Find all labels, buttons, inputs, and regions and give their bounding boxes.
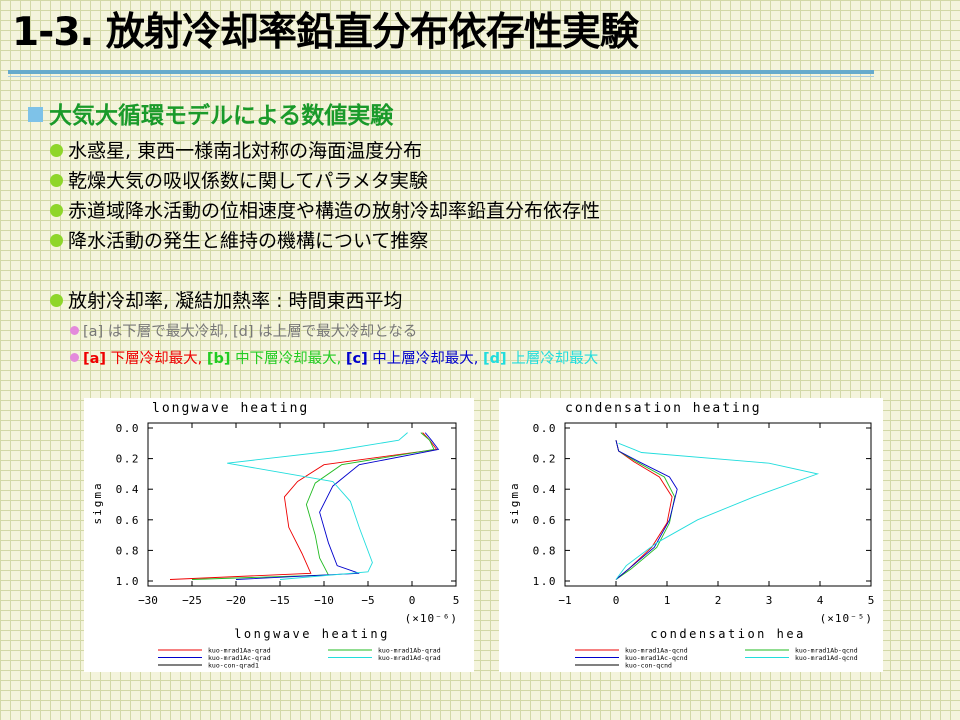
- series-line-kuo-mrad1Ab-qrad: [191, 432, 435, 580]
- slide-title: 1-3. 放射冷却率鉛直分布依存性実験: [12, 10, 639, 55]
- series-line-kuo-mrad1Aa-qrad: [169, 432, 438, 580]
- bullet-text: 赤道域降水活動の位相速度や構造の放射冷却率鉛直分布依存性: [68, 200, 601, 222]
- pink-dot-icon: [70, 326, 79, 335]
- chart-title: longwave heating: [152, 401, 309, 416]
- colored-legend-text: [a] 下層冷却最大, [b] 中下層冷却最大, [c] 中上層冷却最大, [d…: [83, 351, 598, 367]
- y-tick-label: 1.0: [533, 575, 557, 588]
- condensation-chart-panel: condensation heating 0.0 0.2 0.4 0.6 0.8 1.0 −1…: [499, 398, 883, 672]
- green-dot-icon: [50, 234, 63, 247]
- x-axis-label: longwave heating: [234, 627, 390, 641]
- x-tick-label: −30: [138, 594, 158, 607]
- legend-label: kuo-con-qrad1: [208, 662, 259, 670]
- bullet-text: 降水活動の発生と維持の機構について推察: [68, 230, 429, 252]
- x-tick-label: −10: [314, 594, 334, 607]
- scale-note: (×10⁻⁶): [405, 612, 458, 625]
- x-tick-label: 4: [817, 594, 824, 607]
- plot-frame: [147, 422, 457, 587]
- legend-label: kuo-mrad1Ad-qcnd: [795, 654, 858, 662]
- green-dot-icon: [50, 174, 63, 187]
- bullet-item: 乾燥大気の吸収係数に関してパラメタ実験: [50, 166, 428, 193]
- series-line-kuo-mrad1Ac-qrad: [235, 432, 440, 580]
- bullet-text: 放射冷却率, 凝結加熱率 : 時間東西平均: [68, 290, 403, 312]
- x-tick-label: −15: [270, 594, 290, 607]
- chart-title: condensation heating: [565, 401, 762, 416]
- x-tick-label: 2: [715, 594, 722, 607]
- legend-label: kuo-mrad1Ab-qcnd: [795, 647, 858, 655]
- legend-label: kuo-mrad1Ac-qrad: [208, 654, 271, 662]
- x-axis-label: condensation hea: [650, 627, 806, 641]
- scale-note: (×10⁻⁵): [820, 612, 873, 625]
- legend-label: kuo-mrad1Ad-qrad: [378, 654, 441, 662]
- y-tick-label: 0.4: [116, 483, 140, 496]
- bullet-text: 水惑星, 東西一様南北対称の海面温度分布: [68, 140, 423, 162]
- green-dot-icon: [50, 204, 63, 217]
- legend-label: kuo-mrad1Aa-qcnd: [625, 647, 688, 655]
- plot-frame: [564, 422, 872, 587]
- x-tick-label: −5: [361, 594, 374, 607]
- sub-bullet-colored: [a] 下層冷却最大, [b] 中下層冷却最大, [c] 中上層冷却最大, [d…: [70, 347, 598, 368]
- series-line-kuo-mrad1Ac-qcnd: [615, 440, 678, 580]
- y-tick-label: 0.6: [533, 514, 557, 527]
- y-tick-label: 0.4: [533, 483, 557, 496]
- sub-bullet: [a] は下層で最大冷却, [d] は上層で最大冷却となる: [70, 320, 417, 341]
- y-axis-label: sigma: [91, 481, 104, 524]
- series-line-kuo-mrad1Ad-qcnd: [615, 442, 820, 580]
- case-label-1: [b]: [206, 351, 231, 367]
- x-tick-label: 1: [664, 594, 671, 607]
- case-label-3: [d]: [483, 351, 507, 367]
- x-tick-label: 5: [868, 594, 875, 607]
- case-desc-1: 中下層冷却最大,: [230, 351, 346, 367]
- bullet-item: 赤道域降水活動の位相速度や構造の放射冷却率鉛直分布依存性: [50, 196, 600, 223]
- title-underline: [8, 70, 874, 74]
- section-heading-text: 大気大循環モデルによる数値実験: [49, 103, 394, 129]
- y-tick-label: 0.8: [533, 544, 557, 557]
- case-desc-2: 中上層冷却最大,: [367, 351, 484, 367]
- bullet-item: 降水活動の発生と維持の機構について推察: [50, 226, 428, 253]
- series-line-kuo-mrad1Ad-qrad: [227, 432, 408, 580]
- y-tick-label: 1.0: [116, 575, 140, 588]
- x-tick-label: 5: [453, 594, 460, 607]
- bullet-item: 水惑星, 東西一様南北対称の海面温度分布: [50, 136, 422, 163]
- square-bullet-icon: [28, 107, 43, 122]
- legend-label: kuo-mrad1Ac-qcnd: [625, 654, 688, 662]
- bullet-item: 放射冷却率, 凝結加熱率 : 時間東西平均: [50, 286, 403, 313]
- green-dot-icon: [50, 294, 63, 307]
- y-tick-label: 0.6: [116, 514, 140, 527]
- y-tick-label: 0.2: [533, 453, 557, 466]
- y-tick-label: 0.0: [116, 422, 140, 435]
- section-heading: 大気大循環モデルによる数値実験: [28, 96, 393, 130]
- case-desc-0: 下層冷却最大,: [106, 351, 207, 367]
- longwave-chart-panel: longwave heating 0.0 0.2 0.4 0.6 0.8 1.0 −30 −25…: [84, 398, 474, 672]
- y-tick-label: 0.8: [116, 544, 140, 557]
- y-tick-label: 0.0: [533, 422, 557, 435]
- y-tick-label: 0.2: [116, 453, 140, 466]
- longwave-heating-chart: longwave heating 0.0 0.2 0.4 0.6 0.8 1.0 −30 −25…: [91, 401, 460, 670]
- x-tick-label: −25: [182, 594, 202, 607]
- condensation-heating-chart: condensation heating 0.0 0.2 0.4 0.6 0.8 1.0−1…: [508, 401, 875, 670]
- case-label-2: [c]: [345, 351, 368, 367]
- green-dot-icon: [50, 144, 63, 157]
- x-tick-label: −20: [226, 594, 246, 607]
- legend-label: kuo-mrad1Ab-qrad: [378, 647, 441, 655]
- x-tick-label: 0: [613, 594, 620, 607]
- x-tick-label: −1: [558, 594, 571, 607]
- title-underline-thin: [8, 76, 874, 77]
- y-axis-label: sigma: [508, 481, 521, 524]
- x-tick-label: 0: [409, 594, 416, 607]
- legend-label: kuo-con-qcnd: [625, 662, 672, 670]
- pink-dot-icon: [70, 353, 79, 362]
- legend-label: kuo-mrad1Aa-qrad: [208, 647, 271, 655]
- case-label-0: [a]: [83, 351, 107, 367]
- x-tick-label: 3: [766, 594, 773, 607]
- bullet-text: 乾燥大気の吸収係数に関してパラメタ実験: [68, 170, 428, 192]
- case-desc-3: 上層冷却最大: [506, 351, 599, 367]
- series-line-kuo-mrad1Ab-qcnd: [615, 440, 676, 580]
- sub-bullet-text: [a] は下層で最大冷却, [d] は上層で最大冷却となる: [83, 324, 418, 340]
